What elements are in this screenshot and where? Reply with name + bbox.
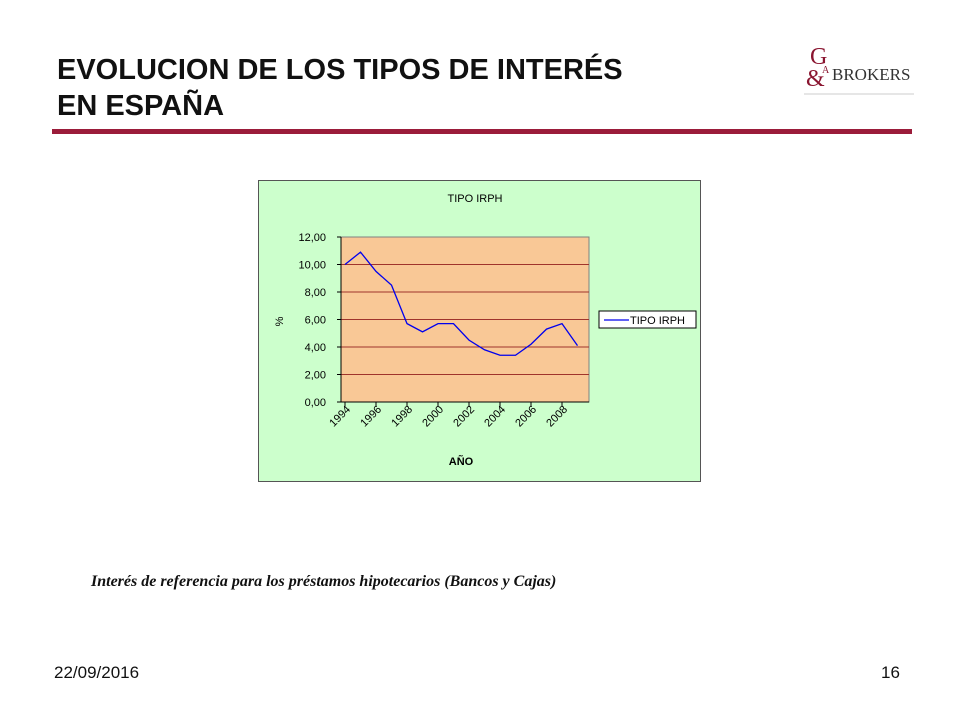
slide-title-line-2: EN ESPAÑA: [57, 90, 225, 122]
logo-monogram-bottom: &: [806, 66, 825, 92]
chart-title: TIPO IRPH: [447, 193, 502, 205]
y-tick-label: 2,00: [305, 370, 326, 382]
logo-monogram-top: G: [810, 44, 827, 70]
y-tick-label: 8,00: [305, 287, 326, 299]
y-axis-label: %: [274, 316, 286, 326]
slide-title-line-1: EVOLUCION DE LOS TIPOS DE INTERÉS: [57, 54, 623, 86]
x-axis-label: AÑO: [449, 455, 474, 468]
chart-caption: Interés de referencia para los préstamos…: [91, 573, 557, 590]
y-tick-label: 4,00: [305, 342, 326, 354]
series-line-tipo-irph: [344, 251, 579, 356]
slide-title: EVOLUCION DE LOS TIPOS DE INTERÉS EN ESP…: [57, 52, 623, 124]
logo-wordmark: BROKERS: [832, 65, 910, 84]
legend-box: [598, 310, 697, 329]
footer-date: 22/09/2016: [54, 663, 140, 682]
y-tick-label: 6,00: [305, 315, 326, 327]
gj-brokers-logo: G & A BROKERS: [804, 40, 914, 96]
chart-frame: 0,00 2,00 4,00 6,00 8,00 10,00 12,00 1994 1996 19…: [258, 180, 701, 482]
y-tick-label: 0,00: [305, 397, 326, 409]
y-tick-label: 10,00: [298, 260, 326, 272]
legend-label: TIPO IRPH: [630, 315, 685, 327]
page-number: 16: [881, 663, 900, 682]
y-tick-label: 12,00: [298, 232, 326, 244]
title-divider: [52, 129, 912, 134]
logo-small-letter: A: [822, 65, 830, 76]
